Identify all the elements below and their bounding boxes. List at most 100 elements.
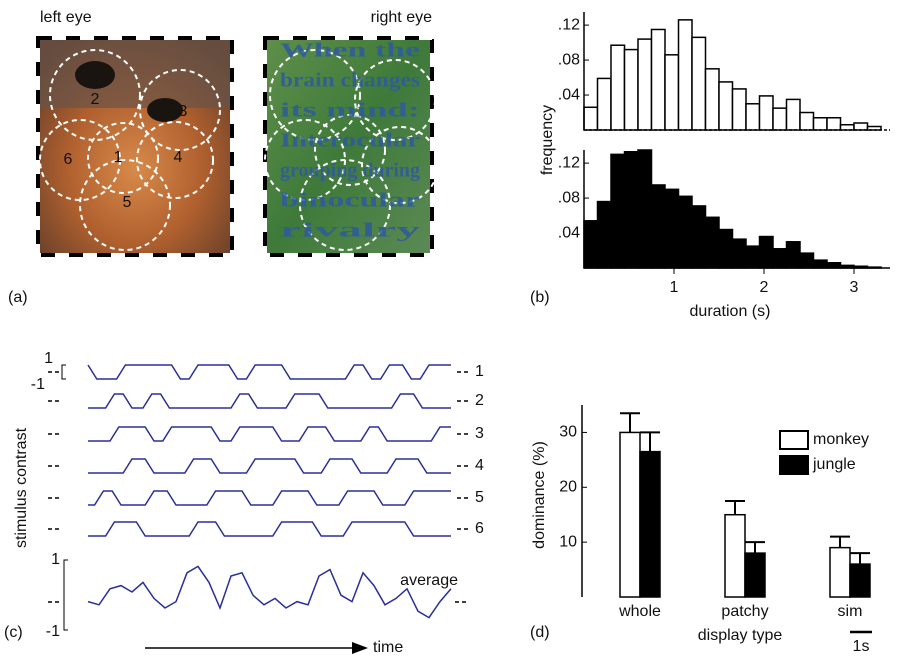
histogram-bar [596,200,612,269]
y-tick-label: .04 [558,224,580,241]
histogram-bar [664,54,680,131]
histogram-bar [772,107,788,131]
y-axis-label: stimulus contrast [13,427,30,548]
histogram-bar [704,68,720,131]
panel-label: (c) [4,624,23,641]
overlay-text: grouping during [280,160,420,182]
y-tick-label: .12 [558,16,580,33]
y-tick-label: 20 [559,479,577,496]
histogram-bar [799,111,815,131]
histogram-bar [691,205,707,269]
histogram-bar [583,106,599,131]
y-tick-label: .12 [558,154,580,171]
legend-swatch [779,455,809,475]
y-tick-label: -1 [46,623,60,640]
histogram-bar [596,77,612,131]
y-tick-label: .04 [558,86,580,103]
region-label: 5 [123,194,132,211]
histogram-bar [677,19,693,131]
y-tick-label: .08 [558,51,580,68]
region-label: 2 [91,91,100,108]
histogram-bar [637,149,653,269]
bar [639,450,661,598]
histogram-bar [731,238,747,269]
histogram-bar [583,220,599,269]
y-tick-label: -1 [31,376,45,393]
x-tick-label: patchy [721,603,768,620]
histogram-bar [758,235,774,269]
histogram-bar [826,262,842,269]
histogram-bar [704,216,720,269]
panel-label: (d) [530,624,550,641]
series-label: 4 [475,457,484,474]
bar [849,563,871,598]
histogram-bar [785,241,801,269]
region-label: 3 [179,103,188,120]
y-axis-label: frequency [539,105,556,175]
x-tick-label: sim [838,603,863,620]
histogram-bar [839,124,855,131]
bar [724,513,746,598]
x-axis-label: duration (s) [690,303,771,320]
legend-label: monkey [813,431,869,448]
legend-label: jungle [812,456,856,473]
overlay-text: Interocular [280,130,420,152]
series-line [88,426,451,442]
left-eye-image [36,36,234,257]
histogram-bar [853,122,869,131]
histogram-bar [745,103,761,131]
histogram-bar [731,88,747,131]
histogram-bar [610,44,626,131]
y-tick-label: 1 [51,551,60,568]
histogram-bar [677,195,693,269]
series-line [88,521,451,537]
histogram-bar [785,98,801,131]
y-bracket [63,559,68,631]
series-line [87,364,451,380]
series-label: 5 [475,489,484,506]
series-label: 6 [475,520,484,537]
legend-swatch [779,430,809,450]
overlay-text: When the [280,40,420,62]
series-line [87,565,452,619]
region-label: 1 [114,149,123,166]
histogram-bar [758,95,774,131]
series-line [88,458,451,474]
histogram-bar [623,150,639,269]
panel-label: (a) [8,289,28,306]
region-label: 6 [64,151,73,168]
series-label: 3 [475,425,484,442]
histogram-bar [812,117,828,131]
histogram-bar [664,188,680,269]
histogram-bar [718,81,734,131]
region-label: 4 [174,149,183,166]
y-bracket [61,364,66,380]
bar [744,552,766,598]
series-line [88,393,451,409]
overlay-text: binocular [280,190,420,212]
histogram-bar [650,184,666,269]
series-label: 2 [475,392,484,409]
x-axis-label: display type [698,627,783,644]
x-axis-label: time [373,639,403,656]
y-axis-label: dominance (%) [531,441,548,549]
x-tick-label: whole [618,603,661,620]
time-arrowhead [352,642,368,654]
overlay-text: rivalry [280,220,420,242]
image-label: right eye [371,9,432,26]
histogram-bar [650,28,666,131]
y-tick-label: .08 [558,189,580,206]
series-line [88,490,451,506]
y-tick-label: 10 [559,533,577,550]
x-tick-label: 3 [850,279,859,296]
histogram-bar [637,38,653,131]
y-tick-label: 30 [559,424,577,441]
x-tick-label: 2 [760,279,769,296]
histogram-bar [745,245,761,269]
scale-bar-label: 1s [853,638,870,655]
x-tick-label: 1 [670,279,679,296]
y-tick-label: 1 [44,350,53,367]
panel-label: (b) [530,289,550,306]
image-label: left eye [40,9,92,26]
